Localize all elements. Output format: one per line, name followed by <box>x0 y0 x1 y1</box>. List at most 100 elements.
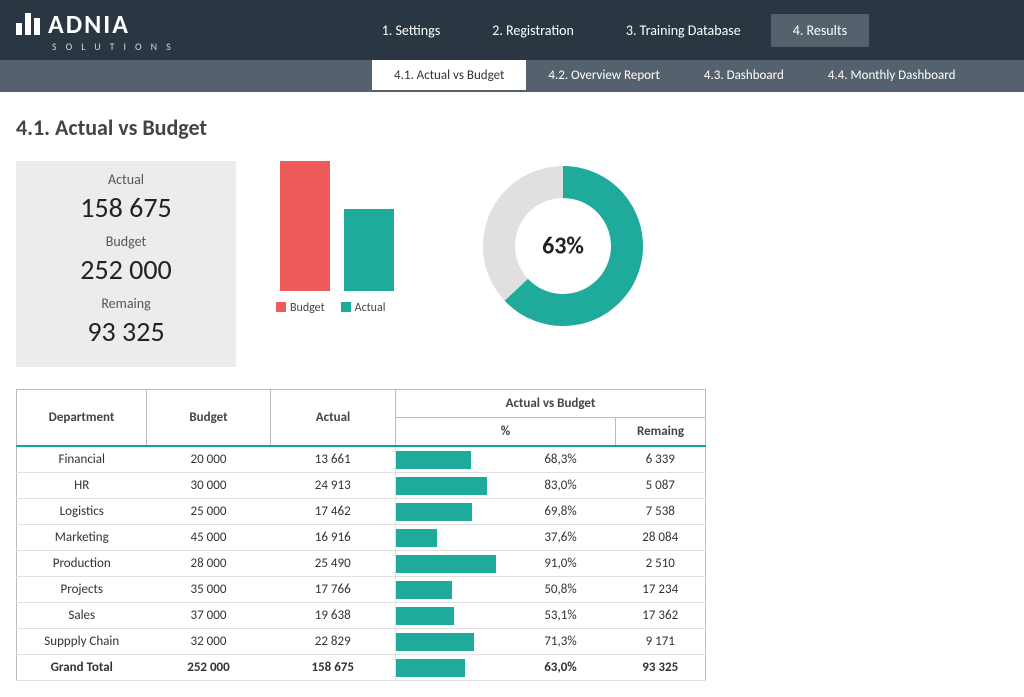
brand-name: ADNIA <box>48 8 130 40</box>
table-cell: Projects <box>17 577 147 603</box>
kpi-panel: Actual 158 675 Budget 252 000 Remaing 93… <box>16 161 236 367</box>
donut-center-label: 63% <box>542 232 584 261</box>
table-cell: 45 000 <box>147 525 271 551</box>
table-cell: 30 000 <box>147 473 271 499</box>
table-row: Projects35 00017 766 50,8%17 234 <box>17 577 706 603</box>
table-cell: 7 538 <box>616 499 706 525</box>
topbar: ADNIA SOLUTIONS 1. Settings2. Registrati… <box>0 0 1024 60</box>
kpi-budget-value: 252 000 <box>16 252 236 287</box>
col-remain: Remaing <box>616 418 706 447</box>
legend-item: Budget <box>276 301 325 315</box>
table-cell: 69,8% <box>506 499 616 525</box>
table-cell: 17 234 <box>616 577 706 603</box>
nav-item[interactable]: 1. Settings <box>360 14 463 47</box>
table-cell: 22 829 <box>270 629 395 655</box>
table-cell: 37,6% <box>506 525 616 551</box>
table-cell: HR <box>17 473 147 499</box>
table-bar-cell <box>396 499 506 525</box>
kpi-remain-value: 93 325 <box>16 314 236 349</box>
table-cell: 28 084 <box>616 525 706 551</box>
kpi-remain-label: Remaing <box>16 295 236 312</box>
subnav-item[interactable]: 4.3. Dashboard <box>682 60 806 90</box>
table-cell: 63,0% <box>506 655 616 681</box>
table-cell: 17 362 <box>616 603 706 629</box>
page-title: 4.1. Actual vs Budget <box>16 114 1008 141</box>
bar-chart-legend: Budget Actual <box>276 301 385 315</box>
table-row: Marketing45 00016 916 37,6%28 084 <box>17 525 706 551</box>
table-bar-cell <box>396 655 506 681</box>
subnav-item[interactable]: 4.4. Monthly Dashboard <box>806 60 978 90</box>
bar <box>344 209 394 291</box>
table-cell: 17 462 <box>270 499 395 525</box>
table-cell: 20 000 <box>147 446 271 473</box>
table-total-row: Grand Total252 000158 675 63,0%93 325 <box>17 655 706 681</box>
table-cell: 35 000 <box>147 577 271 603</box>
table-cell: 50,8% <box>506 577 616 603</box>
table-cell: 25 000 <box>147 499 271 525</box>
table-bar-cell <box>396 473 506 499</box>
main-nav: 1. Settings2. Registration3. Training Da… <box>360 14 869 47</box>
table-cell: 91,0% <box>506 551 616 577</box>
table-cell: Grand Total <box>17 655 147 681</box>
table-cell: 9 171 <box>616 629 706 655</box>
table-cell: 13 661 <box>270 446 395 473</box>
col-budget: Budget <box>147 390 271 447</box>
subnav-item[interactable]: 4.2. Overview Report <box>526 60 682 90</box>
brand-sub: SOLUTIONS <box>52 40 180 53</box>
nav-item[interactable]: 2. Registration <box>470 14 596 47</box>
brand-logo: ADNIA SOLUTIONS <box>16 8 180 53</box>
table-cell: 71,3% <box>506 629 616 655</box>
page-body: 4.1. Actual vs Budget Actual 158 675 Bud… <box>0 92 1024 697</box>
kpi-actual-value: 158 675 <box>16 190 236 225</box>
table-cell: Financial <box>17 446 147 473</box>
table-bar-cell <box>396 629 506 655</box>
table-row: Sales37 00019 638 53,1%17 362 <box>17 603 706 629</box>
kpi-budget-label: Budget <box>16 233 236 250</box>
table-cell: 158 675 <box>270 655 395 681</box>
table-cell: 53,1% <box>506 603 616 629</box>
nav-item[interactable]: 4. Results <box>771 14 869 47</box>
bar-chart: Budget Actual <box>276 161 398 315</box>
table-bar-cell <box>396 446 506 473</box>
table-cell: Logistics <box>17 499 147 525</box>
table-cell: 5 087 <box>616 473 706 499</box>
table-cell: 68,3% <box>506 446 616 473</box>
table-bar-cell <box>396 551 506 577</box>
table-cell: 6 339 <box>616 446 706 473</box>
col-department: Department <box>17 390 147 447</box>
table-cell: Production <box>17 551 147 577</box>
table-row: HR30 00024 913 83,0%5 087 <box>17 473 706 499</box>
table-cell: 17 766 <box>270 577 395 603</box>
col-pct: % <box>396 418 616 447</box>
legend-item: Actual <box>341 301 386 315</box>
table-cell: 83,0% <box>506 473 616 499</box>
table-cell: 25 490 <box>270 551 395 577</box>
table-cell: Sales <box>17 603 147 629</box>
table-cell: 37 000 <box>147 603 271 629</box>
table-bar-cell <box>396 603 506 629</box>
table-cell: 16 916 <box>270 525 395 551</box>
table-row: Suppply Chain32 00022 82971,3%9 171 <box>17 629 706 655</box>
logo-bars-icon <box>16 13 40 35</box>
col-group: Actual vs Budget <box>396 390 706 418</box>
table-row: Logistics25 00017 462 69,8%7 538 <box>17 499 706 525</box>
subnav-item[interactable]: 4.1. Actual vs Budget <box>372 60 526 90</box>
table-cell: 252 000 <box>147 655 271 681</box>
table-cell: 93 325 <box>616 655 706 681</box>
nav-item[interactable]: 3. Training Database <box>604 14 763 47</box>
bar <box>280 161 330 291</box>
table-cell: 2 510 <box>616 551 706 577</box>
table-row: Financial20 00013 661 68,3%6 339 <box>17 446 706 473</box>
kpi-actual-label: Actual <box>16 171 236 188</box>
table-bar-cell <box>396 525 506 551</box>
table-cell: 28 000 <box>147 551 271 577</box>
table-cell: Suppply Chain <box>17 629 147 655</box>
table-row: Production28 00025 490 91,0%2 510 <box>17 551 706 577</box>
table-cell: 19 638 <box>270 603 395 629</box>
sub-nav: 4.1. Actual vs Budget4.2. Overview Repor… <box>0 60 1024 92</box>
table-cell: Marketing <box>17 525 147 551</box>
table-bar-cell <box>396 577 506 603</box>
table-cell: 24 913 <box>270 473 395 499</box>
actual-vs-budget-table: Department Budget Actual Actual vs Budge… <box>16 389 706 681</box>
col-actual: Actual <box>270 390 395 447</box>
